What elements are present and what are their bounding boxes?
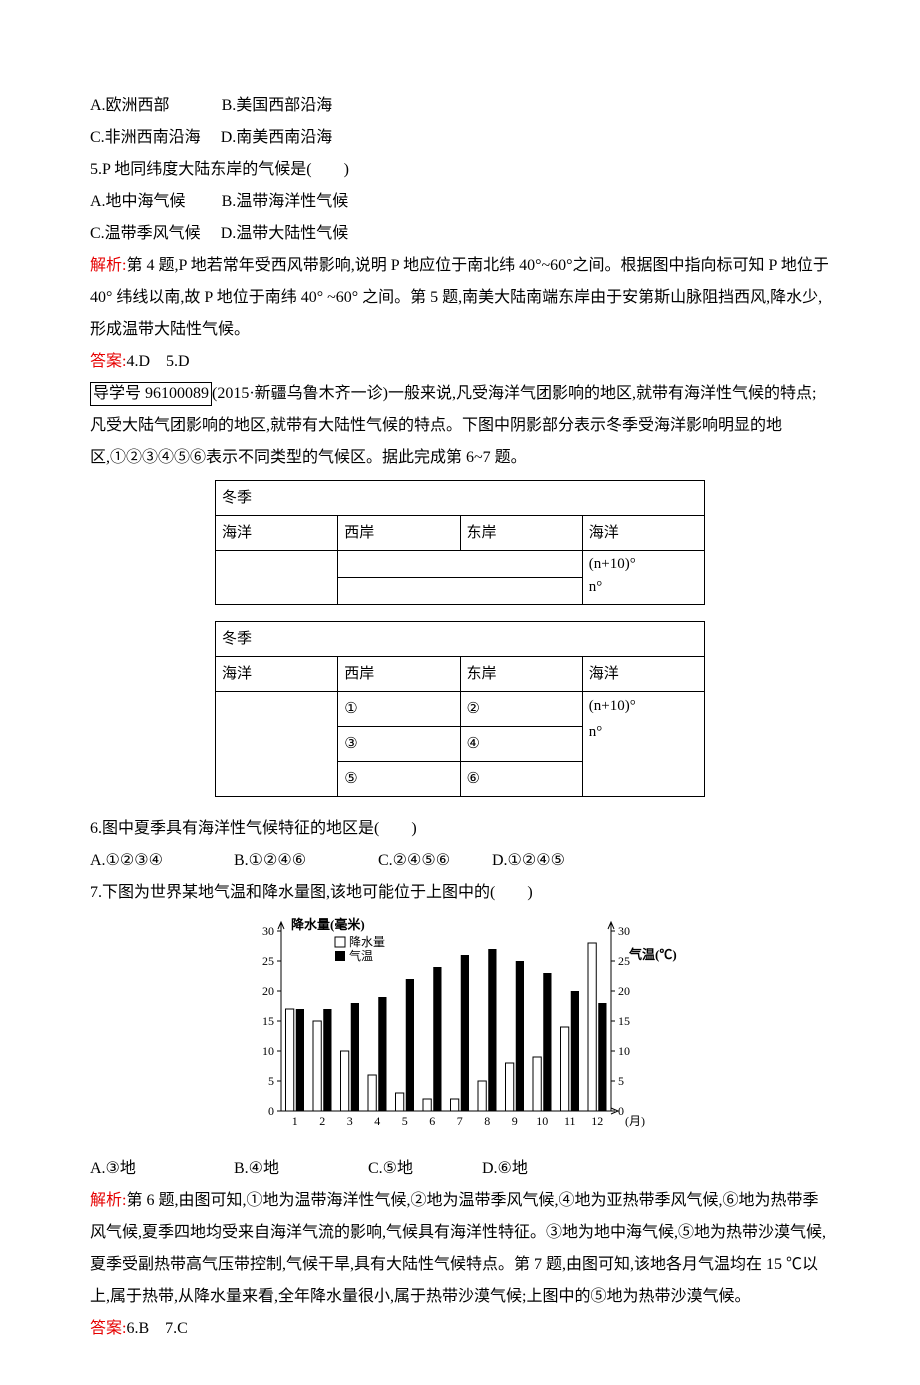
q5-opt-b: B.温带海洋性气候 — [222, 193, 349, 210]
analysis-6-7: 解析:第 6 题,由图可知,①地为温带海洋性气候,②地为温带季风气候,④地为亚热… — [90, 1185, 830, 1313]
q01-opt-b: B.美国西部沿海 — [222, 97, 333, 114]
answer2-text: 6.B 7.C — [126, 1320, 187, 1337]
q6-opt-b: B.①②④⑥ — [234, 845, 374, 877]
answer-6-7: 答案:6.B 7.C — [90, 1313, 830, 1345]
t1-ocean-l: 海洋 — [216, 516, 338, 551]
q5-opt-d: D.温带大陆性气候 — [221, 225, 349, 242]
svg-text:30: 30 — [262, 924, 274, 938]
svg-text:气温: 气温 — [349, 948, 373, 963]
svg-text:0: 0 — [268, 1104, 274, 1118]
cell-1: ① — [338, 692, 460, 727]
analysis-label: 解析: — [90, 257, 126, 274]
q01-line2: C.非洲西南沿海 D.南美西南沿海 — [90, 122, 830, 154]
t2-east: 东岸 — [460, 657, 582, 692]
q7-options: A.③地 B.④地 C.⑤地 D.⑥地 — [90, 1153, 830, 1185]
svg-text:15: 15 — [262, 1014, 274, 1028]
svg-text:15: 15 — [618, 1014, 630, 1028]
svg-text:5: 5 — [268, 1074, 274, 1088]
svg-text:10: 10 — [536, 1114, 548, 1128]
cell-2: ② — [460, 692, 582, 727]
q01-opt-d: D.南美西南沿海 — [221, 129, 333, 146]
t2-ocean-r: 海洋 — [582, 657, 704, 692]
q7-opt-d: D.⑥地 — [482, 1153, 528, 1185]
t1-west: 西岸 — [338, 516, 460, 551]
svg-text:25: 25 — [262, 954, 274, 968]
t2-winter: 冬季 — [216, 622, 705, 657]
q5-stem: 5.P 地同纬度大陆东岸的气候是( ) — [90, 154, 830, 186]
analysis-text: 第 4 题,P 地若常年受西风带影响,说明 P 地应位于南北纬 40°~60°之… — [90, 257, 829, 338]
q5-line2: C.温带季风气候 D.温带大陆性气候 — [90, 218, 830, 250]
q01-opt-c: C.非洲西南沿海 — [90, 129, 201, 146]
q5-line1: A.地中海气候 B.温带海洋性气候 — [90, 186, 830, 218]
q7-opt-c: C.⑤地 — [368, 1153, 478, 1185]
svg-text:7: 7 — [457, 1114, 463, 1128]
analysis-4-5: 解析:第 4 题,P 地若常年受西风带影响,说明 P 地应位于南北纬 40°~6… — [90, 250, 830, 346]
svg-text:20: 20 — [262, 984, 274, 998]
climograph-chart: 051015202530051015202530降水量(毫米)气温(℃)降水量气… — [90, 913, 830, 1151]
svg-text:9: 9 — [512, 1114, 518, 1128]
analysis2-label: 解析: — [90, 1192, 126, 1209]
answer2-label: 答案: — [90, 1320, 126, 1337]
cell-6: ⑥ — [460, 762, 582, 797]
svg-text:6: 6 — [429, 1114, 435, 1128]
q6-opt-a: A.①②③④ — [90, 845, 230, 877]
q5-opt-a: A.地中海气候 — [90, 193, 186, 210]
t1-lat1: (n+10)° — [589, 556, 636, 572]
svg-text:11: 11 — [564, 1114, 576, 1128]
cell-5: ⑤ — [338, 762, 460, 797]
t1-lat2: n° — [589, 579, 603, 595]
svg-text:2: 2 — [319, 1114, 325, 1128]
svg-text:10: 10 — [262, 1044, 274, 1058]
cell-4: ④ — [460, 727, 582, 762]
t1-winter: 冬季 — [216, 481, 705, 516]
svg-text:4: 4 — [374, 1114, 380, 1128]
t1-ocean-r: 海洋 — [582, 516, 704, 551]
svg-text:降水量(毫米): 降水量(毫米) — [291, 917, 365, 932]
svg-text:12: 12 — [591, 1114, 603, 1128]
t2-lat1: (n+10)° — [589, 698, 636, 714]
svg-text:5: 5 — [618, 1074, 624, 1088]
t2-ocean-l: 海洋 — [216, 657, 338, 692]
q01-line1: A.欧洲西部 B.美国西部沿海 — [90, 90, 830, 122]
svg-text:8: 8 — [484, 1114, 490, 1128]
svg-text:5: 5 — [402, 1114, 408, 1128]
intro-block: 导学号 96100089(2015·新疆乌鲁木齐一诊)一般来说,凡受海洋气团影响… — [90, 378, 830, 474]
q7-opt-a: A.③地 — [90, 1153, 230, 1185]
q6-opt-c: C.②④⑤⑥ — [378, 845, 488, 877]
svg-text:0: 0 — [618, 1104, 624, 1118]
q6-options: A.①②③④ B.①②④⑥ C.②④⑤⑥ D.①②④⑤ — [90, 845, 830, 877]
svg-text:20: 20 — [618, 984, 630, 998]
q6-opt-d: D.①②④⑤ — [492, 845, 565, 877]
q5-opt-c: C.温带季风气候 — [90, 225, 201, 242]
t2-lat2: n° — [589, 724, 603, 740]
answer-text: 4.D 5.D — [126, 353, 189, 370]
climate-table-1: 冬季 海洋 西岸 东岸 海洋 (n+10)° n° — [215, 480, 705, 605]
answer-4-5: 答案:4.D 5.D — [90, 346, 830, 378]
q6-stem: 6.图中夏季具有海洋性气候特征的地区是( ) — [90, 813, 830, 845]
svg-text:10: 10 — [618, 1044, 630, 1058]
svg-text:3: 3 — [347, 1114, 353, 1128]
t2-west: 西岸 — [338, 657, 460, 692]
svg-text:1: 1 — [292, 1114, 298, 1128]
svg-text:降水量: 降水量 — [349, 935, 385, 949]
answer-label: 答案: — [90, 353, 126, 370]
svg-text:气温(℃): 气温(℃) — [629, 947, 677, 962]
guide-number-box: 导学号 96100089 — [90, 382, 212, 406]
q7-opt-b: B.④地 — [234, 1153, 364, 1185]
q01-opt-a: A.欧洲西部 — [90, 97, 170, 114]
svg-text:(月): (月) — [625, 1114, 645, 1128]
analysis2-text: 第 6 题,由图可知,①地为温带海洋性气候,②地为温带季风气候,④地为亚热带季风… — [90, 1192, 826, 1305]
svg-text:30: 30 — [618, 924, 630, 938]
cell-3: ③ — [338, 727, 460, 762]
intro-source: (2015·新疆乌鲁木齐一诊) — [212, 385, 388, 402]
climate-table-2: 冬季 海洋 西岸 东岸 海洋 ① ② (n+10)° n° ③ ④ ⑤ ⑥ — [215, 621, 705, 797]
q7-stem: 7.下图为世界某地气温和降水量图,该地可能位于上图中的( ) — [90, 877, 830, 909]
t1-east: 东岸 — [460, 516, 582, 551]
